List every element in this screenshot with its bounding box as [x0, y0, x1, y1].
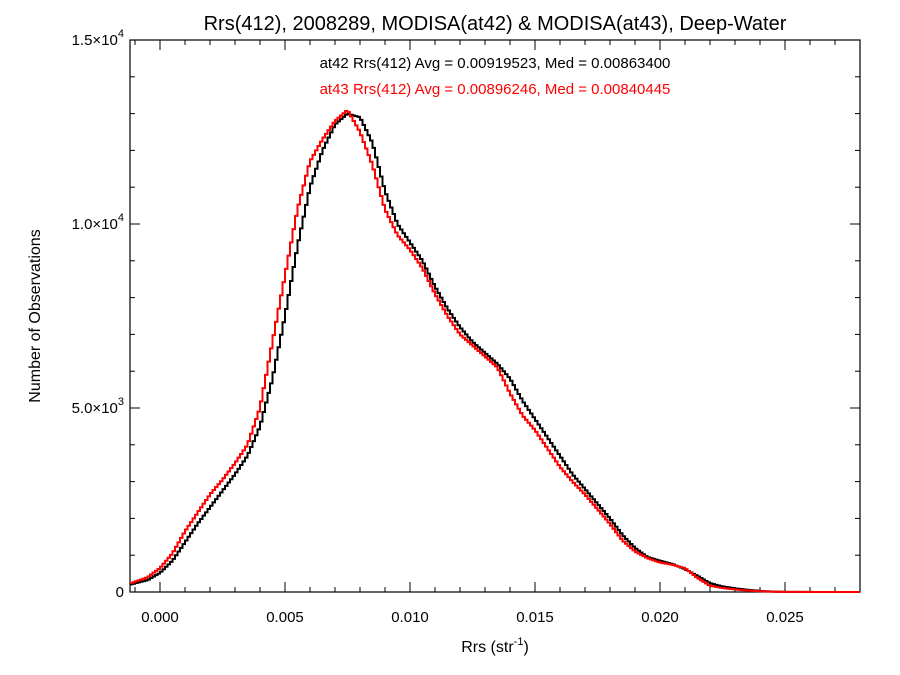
chart-title: Rrs(412), 2008289, MODISA(at42) & MODISA… [204, 13, 787, 35]
x-tick-label: 0.010 [391, 609, 429, 626]
data-series [130, 110, 860, 593]
y-tick-label: 1.5×104 [72, 28, 124, 49]
x-tick-labels: 0.000 0.005 0.010 0.015 0.020 0.025 [141, 609, 804, 626]
axis-ticks [130, 39, 861, 593]
series-at43-line [130, 110, 860, 593]
y-axis-title: Number of Observations [27, 229, 44, 402]
x-tick-label: 0.000 [141, 609, 179, 626]
x-tick-label: 0.020 [641, 609, 679, 626]
x-axis-title: Rrs (str-1) [461, 636, 529, 656]
annotation-at43: at43 Rrs(412) Avg = 0.00896246, Med = 0.… [320, 81, 671, 98]
y-tick-label: 1.0×104 [72, 212, 124, 233]
y-tick-labels: 0 5.0×103 1.0×104 1.5×104 [72, 28, 124, 601]
x-tick-label: 0.025 [766, 609, 804, 626]
x-tick-label: 0.015 [516, 609, 554, 626]
y-tick-label: 5.0×103 [72, 396, 124, 417]
series-at42-line [130, 112, 860, 593]
x-tick-label: 0.005 [266, 609, 304, 626]
annotation-at42: at42 Rrs(412) Avg = 0.00919523, Med = 0.… [320, 55, 671, 72]
y-tick-label: 0 [116, 584, 124, 601]
plot-frame [129, 39, 861, 593]
